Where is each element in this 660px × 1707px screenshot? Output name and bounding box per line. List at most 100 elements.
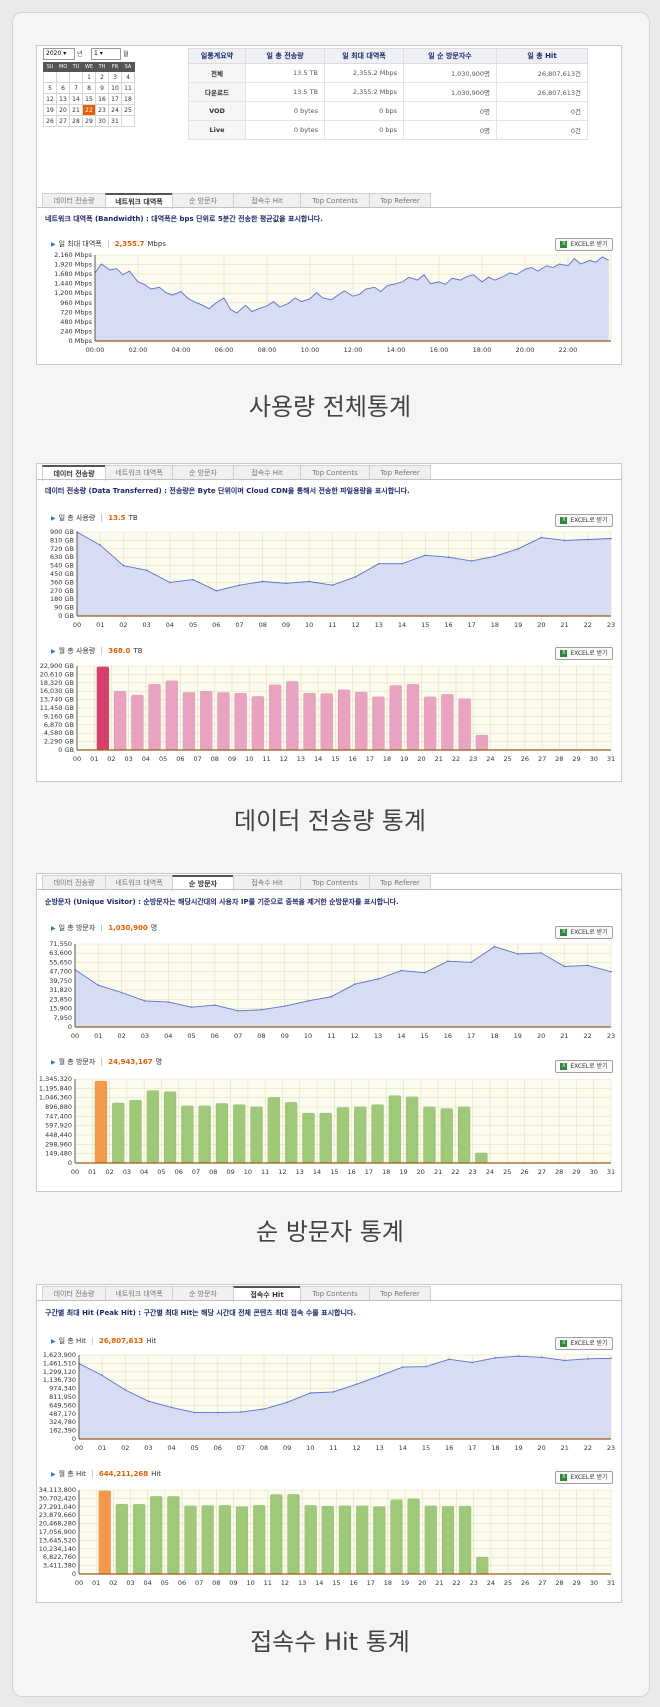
calendar-day[interactable]: 23 <box>95 104 109 116</box>
calendar-day[interactable]: 30 <box>95 115 109 127</box>
tab-5[interactable]: Top Contents <box>300 193 370 208</box>
x-tick-label: 17 <box>366 755 374 763</box>
excel-download-button[interactable]: X EXCEL로 받기 <box>555 1471 613 1484</box>
month-select[interactable]: 1 ▾ <box>91 48 121 60</box>
x-tick-label: 27 <box>538 1168 546 1176</box>
tab-4[interactable]: 접속수 Hit <box>233 875 301 890</box>
x-tick-label: 15 <box>422 1444 430 1452</box>
bullet-arrow-icon: ▶ <box>51 1338 56 1345</box>
excel-download-button[interactable]: X EXCEL로 받기 <box>555 238 613 251</box>
tab-6[interactable]: Top Referer <box>369 1286 431 1301</box>
calendar-day[interactable]: 27 <box>56 115 70 127</box>
x-tick-label: 15 <box>330 1168 338 1176</box>
calendar-day[interactable]: 13 <box>56 93 70 105</box>
x-tick-label: 01 <box>90 755 98 763</box>
x-tick-label: 04 <box>144 1579 152 1587</box>
calendar-day[interactable]: 10 <box>108 82 122 94</box>
x-tick-label: 23 <box>607 1444 615 1452</box>
calendar-day[interactable]: 18 <box>121 93 135 105</box>
calendar-day[interactable]: 9 <box>95 82 109 94</box>
calendar-day[interactable]: 1 <box>82 71 96 83</box>
tab-3[interactable]: 순 방문자 <box>172 1286 234 1301</box>
tab-6[interactable]: Top Referer <box>369 193 431 208</box>
year-select[interactable]: 2020 ▾ <box>43 48 75 60</box>
calendar-day[interactable]: 11 <box>121 82 135 94</box>
calendar-day[interactable]: 26 <box>43 115 57 127</box>
x-tick-label: 00 <box>73 621 81 629</box>
series-line <box>78 1355 612 1414</box>
calendar-day[interactable]: 4 <box>121 71 135 83</box>
daily-usage-stat: ▶ 일 총 사용량 13.5 TB <box>51 514 138 522</box>
calendar-day[interactable]: 21 <box>69 104 83 116</box>
x-tick-label: 18 <box>383 755 391 763</box>
calendar-day[interactable]: 24 <box>108 104 122 116</box>
y-tick-label: 298,960 <box>45 1140 72 1148</box>
calendar-day[interactable]: 6 <box>56 82 70 94</box>
x-tick-label: 12 <box>280 755 288 763</box>
tab-5[interactable]: Top Contents <box>300 465 370 480</box>
tab-6[interactable]: Top Referer <box>369 875 431 890</box>
calendar-day[interactable]: 14 <box>69 93 83 105</box>
calendar-day[interactable]: 20 <box>56 104 70 116</box>
tab-2[interactable]: 네트워크 대역폭 <box>105 465 173 480</box>
tab-2[interactable]: 네트워크 대역폭 <box>105 875 173 890</box>
calendar-day[interactable]: 12 <box>43 93 57 105</box>
x-tick-label: 03 <box>126 1579 134 1587</box>
monthly-visitors-stat: ▶ 월 총 방문자 24,943,167 명 <box>51 1058 163 1066</box>
excel-download-button[interactable]: X EXCEL로 받기 <box>555 1060 613 1073</box>
tab-5[interactable]: Top Contents <box>300 875 370 890</box>
calendar-day[interactable]: 7 <box>69 82 83 94</box>
calendar-day[interactable]: 5 <box>43 82 57 94</box>
calendar-day[interactable]: 31 <box>108 115 122 127</box>
tab-3[interactable]: 순 방문자 <box>172 465 234 480</box>
x-tick-label: 00 <box>73 755 81 763</box>
y-tick-label: 22,900 GB <box>40 662 74 670</box>
y-tick-label: 30,702,420 <box>39 1494 76 1502</box>
calendar-day[interactable]: 17 <box>108 93 122 105</box>
excel-download-button[interactable]: X EXCEL로 받기 <box>555 514 613 527</box>
summary-row-label: VOD <box>188 101 246 121</box>
tab-1[interactable]: 데이터 전송량 <box>42 193 106 208</box>
x-tick-label: 05 <box>189 621 197 629</box>
calendar-day[interactable]: 19 <box>43 104 57 116</box>
tab-1[interactable]: 데이터 전송량 <box>42 1286 106 1301</box>
x-tick-label: 17 <box>365 1168 373 1176</box>
calendar-day[interactable]: 28 <box>69 115 83 127</box>
y-tick-label: 47,700 <box>49 968 72 976</box>
calendar-day[interactable]: 16 <box>95 93 109 105</box>
data-point <box>167 1001 170 1003</box>
tab-3[interactable]: 순 방문자 <box>172 193 234 208</box>
summary-cell: 26,807,613건 <box>496 63 588 83</box>
calendar-day[interactable]: 22 <box>82 104 96 116</box>
calendar-day[interactable]: 2 <box>95 71 109 83</box>
x-tick-label: 29 <box>572 1168 580 1176</box>
calendar-day[interactable]: 8 <box>82 82 96 94</box>
bar <box>458 698 471 751</box>
y-tick-label: 0 <box>72 1435 76 1443</box>
calendar-day[interactable]: 25 <box>121 104 135 116</box>
tab-2[interactable]: 네트워크 대역폭 <box>105 1286 173 1301</box>
x-tick-label: 18:00 <box>473 346 492 354</box>
calendar-day[interactable]: 3 <box>108 71 122 83</box>
x-tick-label: 21 <box>560 1032 568 1040</box>
tab-bar: 데이터 전송량 네트워크 대역폭 순 방문자 접속수 Hit Top Contents T… <box>42 465 431 481</box>
calendar-day[interactable]: 29 <box>82 115 96 127</box>
bar <box>167 1496 180 1575</box>
monthly-hits-stat: ▶ 월 총 Hit 644,211,268 Hit <box>51 1470 162 1478</box>
excel-download-button[interactable]: X EXCEL로 받기 <box>555 1337 613 1350</box>
tab-5[interactable]: Top Contents <box>300 1286 370 1301</box>
x-tick-label: 31 <box>607 1168 615 1176</box>
tab-6[interactable]: Top Referer <box>369 465 431 480</box>
x-tick-label: 29 <box>573 1579 581 1587</box>
tab-4[interactable]: 접속수 Hit <box>233 193 301 208</box>
excel-download-button[interactable]: X EXCEL로 받기 <box>555 926 613 939</box>
excel-download-button[interactable]: X EXCEL로 받기 <box>555 647 613 660</box>
tab-1[interactable]: 데이터 전송량 <box>42 875 106 890</box>
calendar-day[interactable]: 15 <box>82 93 96 105</box>
excel-icon: X <box>560 1474 568 1481</box>
x-tick-label: 03 <box>143 621 151 629</box>
tab-4[interactable]: 접속수 Hit <box>233 465 301 480</box>
x-tick-label: 09 <box>226 1168 234 1176</box>
data-point <box>517 548 519 550</box>
